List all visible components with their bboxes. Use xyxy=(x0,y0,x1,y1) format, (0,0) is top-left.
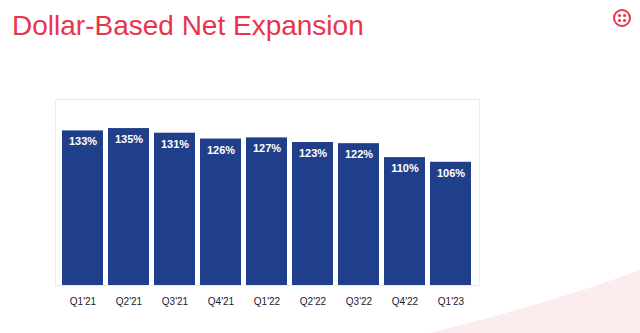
svg-text:Q1'22: Q1'22 xyxy=(254,296,281,307)
svg-text:135%: 135% xyxy=(115,133,143,145)
svg-text:Q4'22: Q4'22 xyxy=(392,296,419,307)
svg-text:Q2'21: Q2'21 xyxy=(116,296,143,307)
svg-text:106%: 106% xyxy=(437,167,465,179)
svg-text:Q3'22: Q3'22 xyxy=(346,296,373,307)
svg-text:123%: 123% xyxy=(299,147,327,159)
svg-text:Q4'21: Q4'21 xyxy=(208,296,235,307)
svg-text:131%: 131% xyxy=(161,138,189,150)
svg-text:122%: 122% xyxy=(345,148,373,160)
svg-text:133%: 133% xyxy=(69,135,97,147)
svg-text:Q1'23: Q1'23 xyxy=(438,296,465,307)
svg-text:Q2'22: Q2'22 xyxy=(300,296,327,307)
svg-text:127%: 127% xyxy=(253,142,281,154)
svg-text:Q1'21: Q1'21 xyxy=(70,296,97,307)
html-text:Dollar-Based Net Expansion: Dollar-Based Net Expansion xyxy=(12,10,364,41)
svg-text:Q3'21: Q3'21 xyxy=(162,296,189,307)
svg-text:126%: 126% xyxy=(207,144,235,156)
svg-text:110%: 110% xyxy=(391,162,419,174)
